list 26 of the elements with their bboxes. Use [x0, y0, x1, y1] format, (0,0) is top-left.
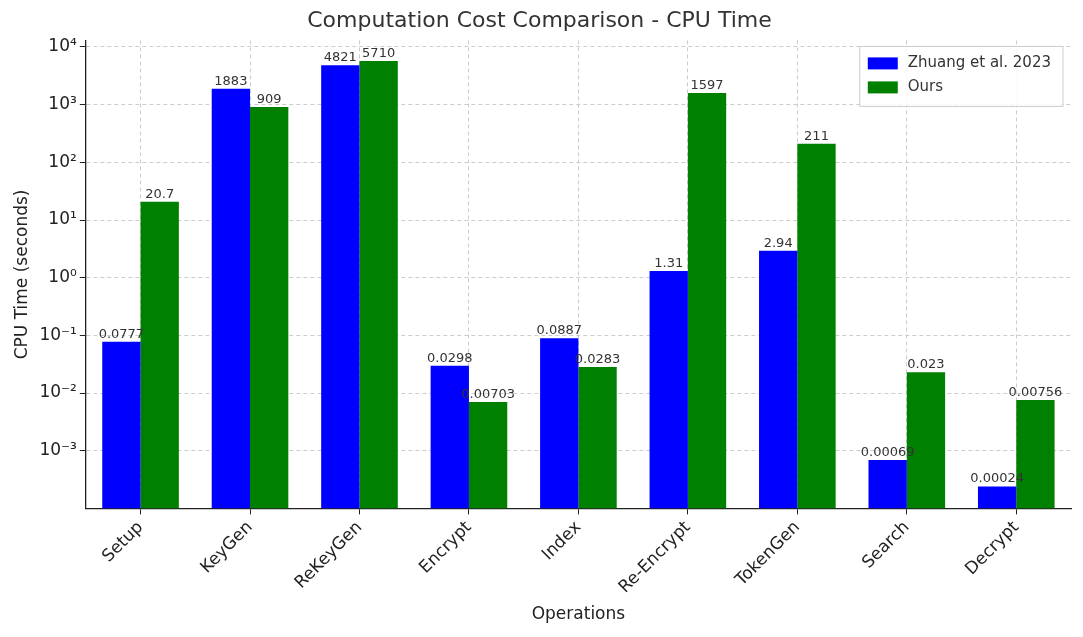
data-label: 211 — [804, 127, 829, 143]
y-tick-label: 10⁻³ — [39, 439, 77, 460]
data-label: 0.00756 — [1008, 383, 1063, 399]
data-label: 4821 — [323, 49, 357, 65]
y-axis-title: CPU Time (seconds) — [10, 189, 31, 360]
y-tick-label: 10⁰ — [48, 266, 77, 287]
data-label: 909 — [256, 90, 282, 106]
legend-label: Zhuang et al. 2023 — [907, 53, 1052, 72]
data-label: 0.023 — [907, 356, 945, 372]
data-label: 1.31 — [654, 254, 684, 270]
y-tick-label: 10² — [48, 150, 77, 171]
data-label: 0.0887 — [536, 322, 582, 338]
x-axis-title: Operations — [531, 603, 626, 624]
data-label: 1597 — [690, 76, 724, 92]
y-tick-label: 10⁻¹ — [39, 323, 77, 344]
y-tick-label: 10⁴ — [48, 35, 77, 56]
legend-label: Ours — [907, 77, 944, 96]
data-label: 2.94 — [763, 234, 793, 250]
chart-title: Computation Cost Comparison - CPU Time — [307, 6, 772, 32]
y-tick-label: 10¹ — [48, 208, 77, 229]
data-label: 5710 — [362, 44, 396, 60]
y-tick-label: 10⁻² — [39, 381, 77, 402]
data-label: 20.7 — [145, 185, 175, 201]
data-label: 1883 — [214, 72, 248, 88]
data-label: 0.0298 — [427, 349, 473, 365]
y-tick-label: 10³ — [48, 93, 77, 114]
